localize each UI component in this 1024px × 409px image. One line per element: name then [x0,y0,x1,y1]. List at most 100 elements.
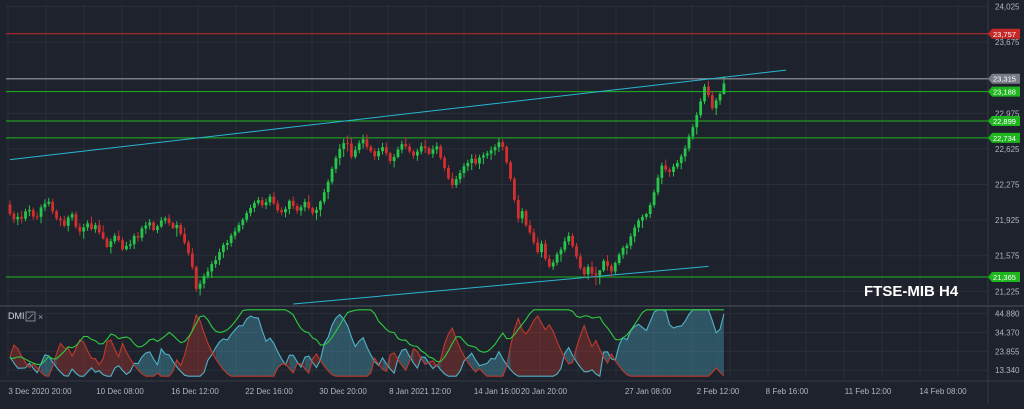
svg-text:×: × [38,312,43,322]
candle-body [528,225,532,233]
candle [299,204,303,216]
dmi-fill-segment [118,343,123,371]
candle-body [167,218,171,223]
candle [113,233,117,244]
candle [610,263,613,277]
candle [245,210,249,223]
candle [121,237,124,251]
candle [225,239,229,251]
dmi-fill-segment [103,341,107,377]
dmi-remove-icon[interactable]: × [38,312,43,322]
candle [373,148,377,160]
candle [101,225,105,240]
candle-body [125,245,128,250]
dmi-fill-segment [145,351,150,377]
candle [276,200,280,214]
level-tag-label: 22,734 [993,134,1016,143]
candlestick-series [8,76,726,296]
dmi-fill-segment [242,318,247,377]
candle-body [163,218,167,221]
candle-body [489,150,493,154]
candle [710,90,714,111]
candle [578,253,582,271]
candle [516,195,520,223]
dmi-fill-segment [553,331,558,377]
candle-body [416,151,419,156]
plus-di-line [9,309,725,378]
candle-body [357,143,361,151]
candle [125,241,128,251]
candle-body [62,220,66,226]
candle-body [672,166,675,172]
dmi-fill-segment [557,341,561,375]
candle-body [322,192,326,202]
candle [241,217,245,230]
candle [28,205,31,217]
dmi-fill-segment [537,316,542,377]
dmi-fill-segment [444,333,449,377]
candle-body [423,146,427,149]
dmi-fill-segment [716,329,721,373]
candle-body [381,147,384,152]
candle [66,215,70,232]
candle [687,133,691,152]
candle-body [97,225,101,233]
candle [280,207,283,216]
candle [31,207,35,220]
candle [384,142,388,156]
candle [629,233,633,250]
candle-body [225,242,229,246]
candle [287,199,291,215]
dmi-fill-segment [293,355,298,374]
candle-body [633,227,637,237]
candle [237,222,241,234]
candle [489,146,493,160]
dmi-fill-segment [75,339,80,377]
candle-body [307,201,311,209]
candle [59,216,62,226]
dmi-tick-label: 23.855 [995,347,1020,356]
trendline [293,265,709,305]
dmi-fill-segment [180,355,185,376]
candle-body [365,139,369,147]
dmi-fill-segment [642,327,647,377]
candle-body [625,245,629,248]
candle-body [183,233,186,243]
candle-body [303,201,307,208]
candle-body [39,207,43,217]
candle [582,266,586,278]
dmi-fill-segment [254,317,259,377]
candle [136,232,140,242]
candle [187,240,190,256]
candle-body [377,151,380,157]
candle [672,163,675,177]
candle [396,146,400,159]
candle [547,254,551,269]
dmi-settings-icon[interactable] [25,311,36,322]
dmi-fill-segment [343,319,348,377]
candle [128,239,132,250]
candle-body [613,263,617,272]
candle [12,211,16,224]
candle-body [474,158,477,164]
dmi-fill-segment [21,356,26,369]
candle-body [617,254,621,264]
candle [82,223,86,239]
dmi-fill-segment [351,337,356,377]
dmi-fill-segment [522,329,527,377]
candle [8,200,12,217]
candle-body [330,168,334,182]
candle [179,222,183,236]
candle-body [388,153,392,162]
level-tag-label: 23,188 [993,88,1016,97]
candle [423,139,427,153]
candle-body [637,220,640,228]
candle [35,212,39,220]
adx-line [9,309,724,365]
price-tick-label: 21,925 [995,216,1020,225]
dmi-fill-segment [165,353,170,377]
candle-body [121,240,124,250]
candle [524,209,528,228]
candle [214,256,218,268]
candle-body [695,115,699,128]
